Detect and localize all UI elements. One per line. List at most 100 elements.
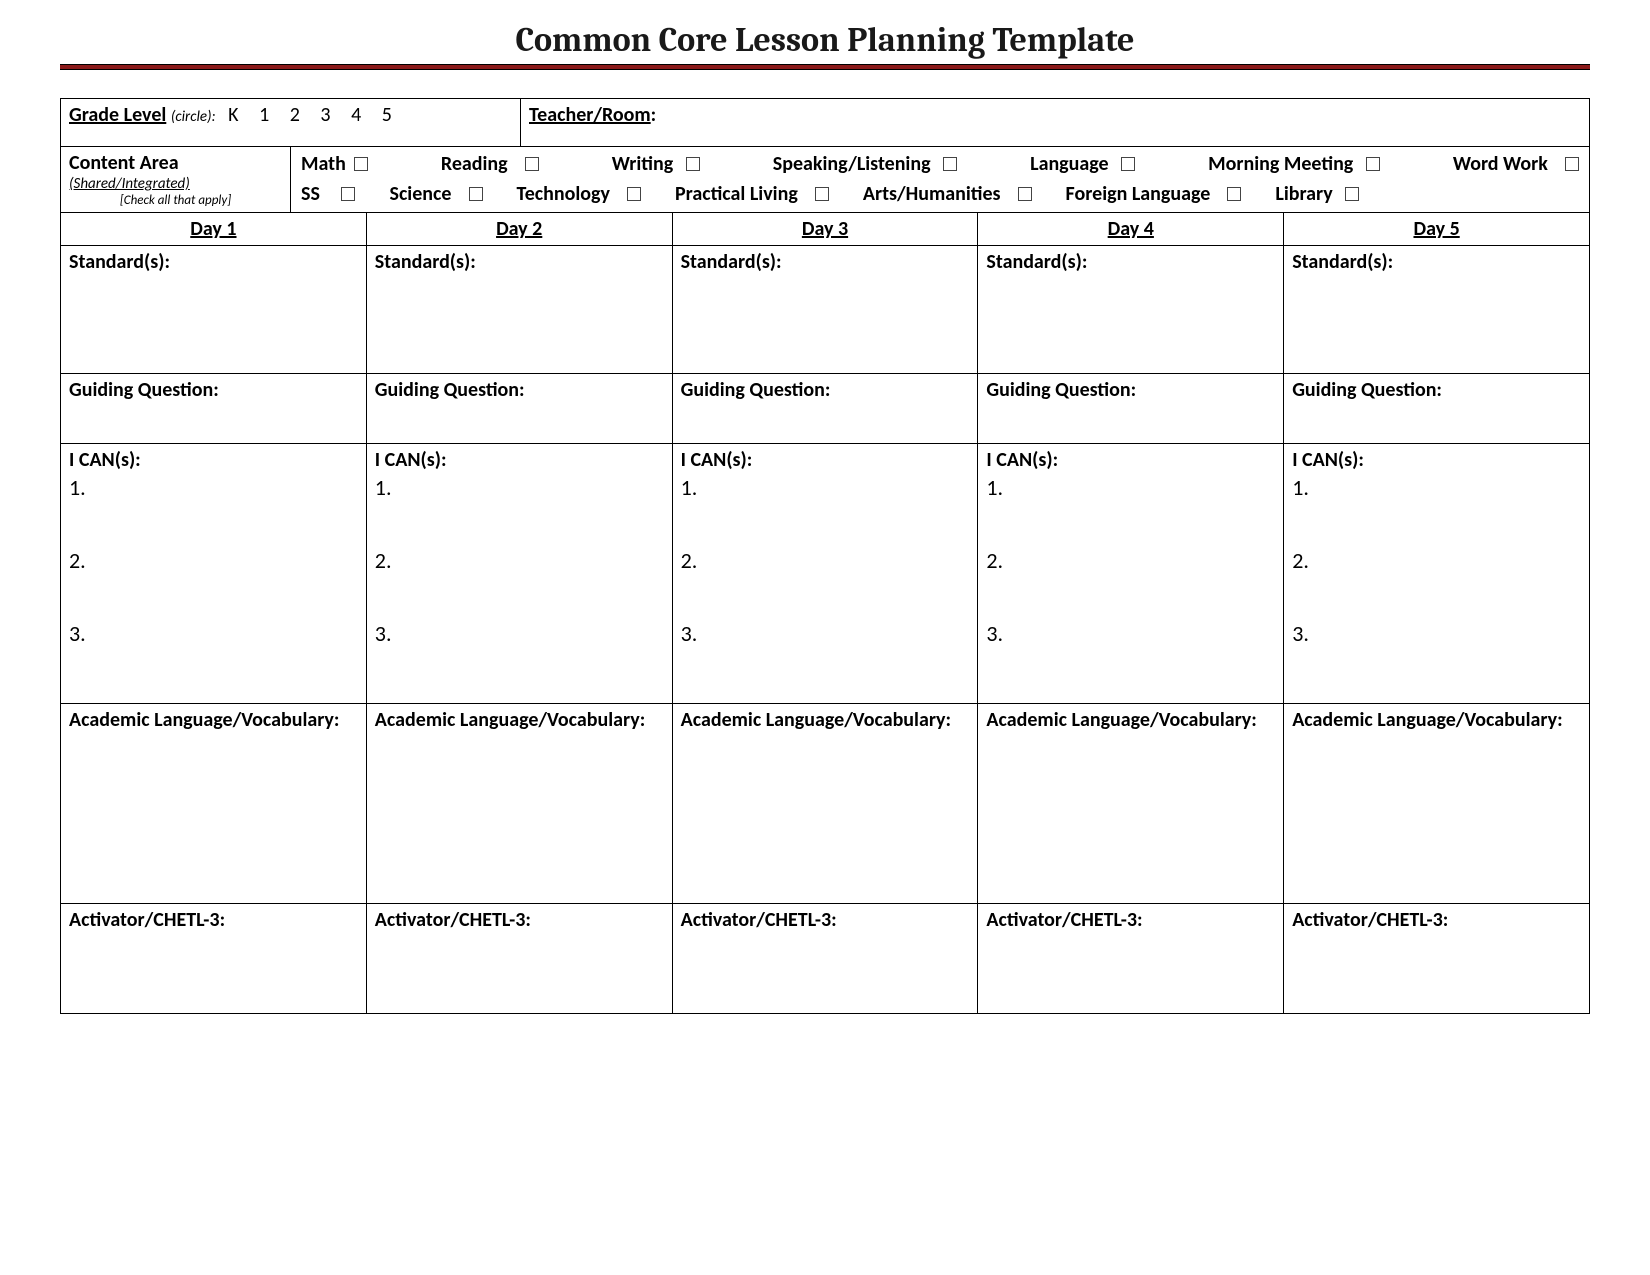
activator-label: Activator/CHETL-3: xyxy=(681,908,837,932)
guiding-label: Guiding Question: xyxy=(69,378,219,402)
standards-label: Standard(s): xyxy=(69,250,170,274)
checkbox-icon[interactable] xyxy=(1345,187,1359,201)
standards-cell[interactable]: Standard(s): xyxy=(366,246,672,374)
ican-item[interactable]: 2. xyxy=(681,547,970,574)
activator-label: Activator/CHETL-3: xyxy=(986,908,1142,932)
ca-option-ss[interactable]: SS xyxy=(301,179,355,209)
vocab-cell[interactable]: Academic Language/Vocabulary: xyxy=(61,704,367,904)
vocab-label: Academic Language/Vocabulary: xyxy=(986,708,1256,732)
grade-option[interactable]: 1 xyxy=(259,103,269,127)
checkbox-icon[interactable] xyxy=(686,157,700,171)
grade-level-label: Grade Level xyxy=(69,103,166,127)
ican-item[interactable]: 3. xyxy=(1292,620,1581,647)
ican-item[interactable]: 2. xyxy=(375,547,664,574)
activator-cell[interactable]: Activator/CHETL-3: xyxy=(61,904,367,1014)
grade-level-hint: (circle): xyxy=(171,108,216,126)
activator-cell[interactable]: Activator/CHETL-3: xyxy=(978,904,1284,1014)
guiding-question-cell[interactable]: Guiding Question: xyxy=(978,374,1284,444)
standards-label: Standard(s): xyxy=(375,250,476,274)
content-area-sub1: (Shared/Integrated) xyxy=(69,175,282,193)
grade-option[interactable]: 4 xyxy=(351,103,361,127)
ca-option-math[interactable]: Math xyxy=(301,149,368,179)
guiding-question-cell[interactable]: Guiding Question: xyxy=(366,374,672,444)
ca-option-science[interactable]: Science xyxy=(389,179,482,209)
ican-item[interactable]: 1. xyxy=(69,474,358,501)
ican-cell[interactable]: I CAN(s): 1. 2. 3. xyxy=(672,444,978,704)
checkbox-icon[interactable] xyxy=(1565,157,1579,171)
ican-cell[interactable]: I CAN(s): 1. 2. 3. xyxy=(1284,444,1590,704)
vocab-cell[interactable]: Academic Language/Vocabulary: xyxy=(1284,704,1590,904)
ican-item[interactable]: 3. xyxy=(375,620,664,647)
ican-item[interactable]: 1. xyxy=(681,474,970,501)
checkbox-icon[interactable] xyxy=(1366,157,1380,171)
title-rule xyxy=(60,64,1590,70)
ca-option-language[interactable]: Language xyxy=(1030,149,1135,179)
vocab-cell[interactable]: Academic Language/Vocabulary: xyxy=(978,704,1284,904)
checkbox-icon[interactable] xyxy=(525,157,539,171)
guiding-label: Guiding Question: xyxy=(681,378,831,402)
vocab-label: Academic Language/Vocabulary: xyxy=(681,708,951,732)
vocab-cell[interactable]: Academic Language/Vocabulary: xyxy=(366,704,672,904)
vocab-cell[interactable]: Academic Language/Vocabulary: xyxy=(672,704,978,904)
standards-cell[interactable]: Standard(s): xyxy=(61,246,367,374)
checkbox-icon[interactable] xyxy=(469,187,483,201)
teacher-room-label: Teacher/Room xyxy=(529,103,651,127)
grade-option[interactable]: K xyxy=(228,103,238,127)
ca-option-reading[interactable]: Reading xyxy=(441,149,539,179)
guiding-question-cell[interactable]: Guiding Question: xyxy=(1284,374,1590,444)
standards-cell[interactable]: Standard(s): xyxy=(1284,246,1590,374)
ca-option-morning[interactable]: Morning Meeting xyxy=(1208,149,1380,179)
grade-options[interactable]: K 1 2 3 4 5 xyxy=(220,103,400,127)
ican-cell[interactable]: I CAN(s): 1. 2. 3. xyxy=(366,444,672,704)
checkbox-icon[interactable] xyxy=(1018,187,1032,201)
activator-cell[interactable]: Activator/CHETL-3: xyxy=(672,904,978,1014)
guiding-label: Guiding Question: xyxy=(986,378,1136,402)
ican-item[interactable]: 2. xyxy=(69,547,358,574)
ican-cell[interactable]: I CAN(s): 1. 2. 3. xyxy=(978,444,1284,704)
standards-cell[interactable]: Standard(s): xyxy=(672,246,978,374)
activator-cell[interactable]: Activator/CHETL-3: xyxy=(366,904,672,1014)
checkbox-icon[interactable] xyxy=(627,187,641,201)
day-header: Day 5 xyxy=(1284,213,1590,246)
ca-option-practical[interactable]: Practical Living xyxy=(675,179,829,209)
ca-option-library[interactable]: Library xyxy=(1275,179,1359,209)
ican-item[interactable]: 3. xyxy=(681,620,970,647)
grade-option[interactable]: 2 xyxy=(290,103,300,127)
ican-label: I CAN(s): xyxy=(375,448,447,472)
ican-item[interactable]: 1. xyxy=(375,474,664,501)
ca-option-tech[interactable]: Technology xyxy=(517,179,642,209)
lesson-plan-table: Grade Level (circle): K 1 2 3 4 5 Teache… xyxy=(60,98,1590,213)
checkbox-icon[interactable] xyxy=(815,187,829,201)
ca-option-wordwork[interactable]: Word Work xyxy=(1453,149,1579,179)
checkbox-icon[interactable] xyxy=(943,157,957,171)
ican-item[interactable]: 2. xyxy=(1292,547,1581,574)
ican-item[interactable]: 1. xyxy=(1292,474,1581,501)
activator-cell[interactable]: Activator/CHETL-3: xyxy=(1284,904,1590,1014)
checkbox-icon[interactable] xyxy=(354,157,368,171)
content-area-sub2: [Check all that apply] xyxy=(69,193,282,208)
grade-level-cell[interactable]: Grade Level (circle): K 1 2 3 4 5 xyxy=(61,99,521,147)
ca-option-arts[interactable]: Arts/Humanities xyxy=(863,179,1032,209)
guiding-label: Guiding Question: xyxy=(375,378,525,402)
ca-option-writing[interactable]: Writing xyxy=(612,149,700,179)
guiding-question-cell[interactable]: Guiding Question: xyxy=(672,374,978,444)
vocab-label: Academic Language/Vocabulary: xyxy=(1292,708,1562,732)
ican-cell[interactable]: I CAN(s): 1. 2. 3. xyxy=(61,444,367,704)
ican-item[interactable]: 1. xyxy=(986,474,1275,501)
content-area-label-cell: Content Area (Shared/Integrated) [Check … xyxy=(61,147,291,213)
grade-option[interactable]: 5 xyxy=(382,103,392,127)
checkbox-icon[interactable] xyxy=(1121,157,1135,171)
ican-item[interactable]: 3. xyxy=(69,620,358,647)
checkbox-icon[interactable] xyxy=(1227,187,1241,201)
vocab-label: Academic Language/Vocabulary: xyxy=(375,708,645,732)
checkbox-icon[interactable] xyxy=(341,187,355,201)
grade-option[interactable]: 3 xyxy=(320,103,330,127)
ca-option-foreign[interactable]: Foreign Language xyxy=(1066,179,1242,209)
teacher-room-cell[interactable]: Teacher/Room: xyxy=(521,99,1590,147)
ican-item[interactable]: 2. xyxy=(986,547,1275,574)
day-header: Day 3 xyxy=(672,213,978,246)
standards-cell[interactable]: Standard(s): xyxy=(978,246,1284,374)
ca-option-speaking[interactable]: Speaking/Listening xyxy=(773,149,957,179)
ican-item[interactable]: 3. xyxy=(986,620,1275,647)
guiding-question-cell[interactable]: Guiding Question: xyxy=(61,374,367,444)
